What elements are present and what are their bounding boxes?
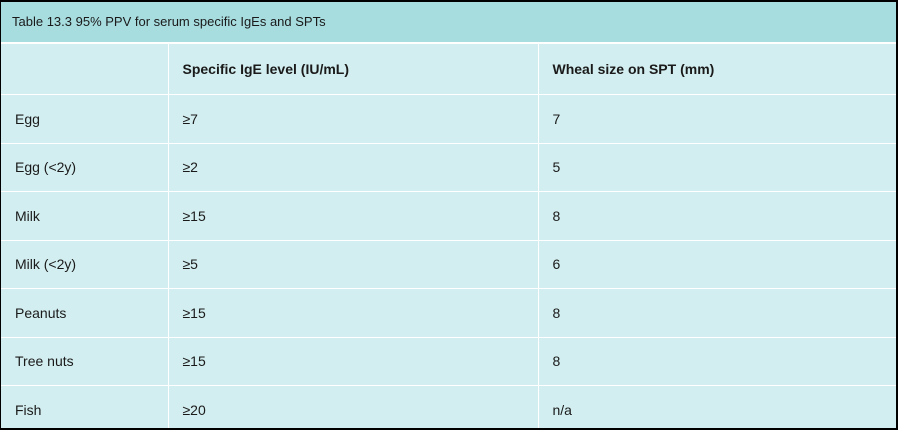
ige-cell: ≥20: [167, 385, 538, 428]
header-ige-level: Specific IgE level (IU/mL): [167, 42, 538, 95]
table-row: Egg ≥7 7: [1, 94, 896, 143]
food-cell: Egg (<2y): [1, 142, 168, 192]
food-cell: Egg: [1, 94, 168, 143]
header-wheal-size: Wheal size on SPT (mm): [537, 42, 896, 95]
ige-cell: ≥15: [167, 288, 538, 337]
ige-cell: ≥7: [167, 94, 538, 143]
ige-cell: ≥2: [167, 142, 538, 192]
food-cell: Milk (<2y): [1, 239, 168, 289]
wheal-cell: 8: [537, 191, 896, 240]
table-row: Milk (<2y) ≥5 6: [1, 239, 896, 289]
ige-cell: ≥15: [167, 191, 538, 240]
header-row: Specific IgE level (IU/mL) Wheal size on…: [1, 42, 896, 95]
ige-cell: ≥15: [167, 336, 538, 386]
ige-cell: ≥5: [167, 239, 538, 289]
food-cell: Tree nuts: [1, 336, 168, 386]
food-cell: Peanuts: [1, 288, 168, 337]
wheal-cell: 5: [537, 142, 896, 192]
wheal-cell: 7: [537, 94, 896, 143]
table-row: Egg (<2y) ≥2 5: [1, 142, 896, 192]
wheal-cell: 6: [537, 239, 896, 289]
table-row: Fish ≥20 n/a: [1, 385, 896, 428]
table-row: Milk ≥15 8: [1, 191, 896, 240]
table-row: Peanuts ≥15 8: [1, 288, 896, 337]
food-cell: Milk: [1, 191, 168, 240]
header-food: [1, 42, 168, 95]
table-caption: Table 13.3 95% PPV for serum specific Ig…: [1, 2, 896, 42]
ppv-table: Specific IgE level (IU/mL) Wheal size on…: [1, 42, 896, 428]
table-row: Tree nuts ≥15 8: [1, 336, 896, 386]
food-cell: Fish: [1, 385, 168, 428]
wheal-cell: 8: [537, 288, 896, 337]
wheal-cell: 8: [537, 336, 896, 386]
wheal-cell: n/a: [537, 385, 896, 428]
